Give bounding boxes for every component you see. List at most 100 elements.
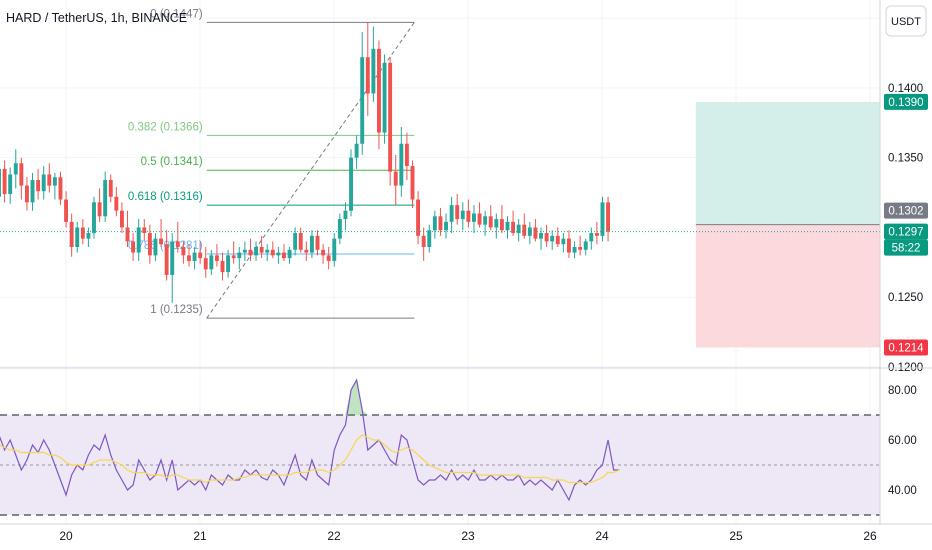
candle-up: [309, 235, 314, 253]
candle-down: [203, 258, 208, 270]
candle-down: [159, 238, 164, 245]
rsi-line: [0, 378, 620, 502]
candle-up: [293, 233, 298, 250]
price-badge: [884, 202, 928, 219]
candle-up: [432, 216, 437, 231]
candle-up: [92, 202, 96, 234]
loss-zone: [695, 224, 880, 348]
candle-up: [444, 221, 448, 231]
candle-up: [287, 249, 292, 259]
x-tick-label: 25: [729, 529, 743, 543]
candle-up: [472, 213, 476, 222]
candle-up: [343, 210, 348, 220]
candle-down: [499, 219, 504, 231]
candle-up: [382, 62, 387, 133]
candle-down: [416, 199, 421, 236]
candle-up: [192, 252, 197, 261]
candle-up: [237, 252, 242, 259]
candle-down: [298, 233, 303, 250]
candle-up: [8, 174, 13, 194]
candle-up: [0, 168, 1, 197]
candle-up: [332, 238, 337, 261]
candle-down: [147, 233, 152, 256]
candle-down: [80, 227, 85, 239]
candle-down: [594, 233, 599, 236]
candle-down: [438, 216, 443, 231]
candle-down: [2, 168, 7, 194]
rsi-tick-label: 40.00: [888, 485, 917, 497]
candle-down: [304, 249, 309, 253]
candle-up: [449, 205, 454, 222]
candle-down: [606, 202, 611, 232]
price-badge-label: 0.1297: [888, 227, 923, 239]
y-tick-label: 0.1400: [888, 83, 923, 95]
candle-down: [36, 180, 41, 192]
candle-down: [131, 241, 136, 253]
candle-up: [505, 221, 510, 231]
candle-down: [466, 210, 471, 222]
candle-up: [136, 227, 141, 253]
rsi-tick-label: 60.00: [888, 435, 917, 447]
candle-up: [427, 230, 432, 247]
candle-up: [226, 255, 231, 273]
candle-down: [522, 224, 527, 236]
candle-up: [550, 235, 555, 242]
candle-down: [578, 246, 583, 250]
candle-down: [533, 227, 538, 239]
candle-up: [589, 233, 594, 242]
price-badge: [884, 223, 928, 240]
candle-down: [119, 210, 124, 228]
candle-up: [13, 163, 18, 175]
price-badge-label: 0.1214: [888, 342, 924, 354]
profit-zone: [695, 101, 880, 225]
currency-button[interactable]: USDT: [885, 5, 927, 37]
candle-up: [527, 227, 532, 236]
candle-up: [349, 157, 353, 211]
position-zones: [695, 101, 880, 348]
candle-up: [265, 249, 270, 253]
candle-up: [460, 210, 465, 220]
price-badge-label: 0.1390: [888, 97, 923, 109]
candle-down: [393, 171, 398, 186]
candle-up: [583, 241, 588, 250]
candle-down: [321, 249, 326, 256]
candle-up: [86, 233, 91, 239]
candle-down: [214, 255, 219, 261]
candle-up: [337, 219, 342, 239]
candle-down: [421, 235, 426, 247]
candle-down: [19, 163, 24, 186]
candle-up: [242, 249, 247, 253]
candle-down: [388, 62, 393, 172]
x-tick-label: 21: [193, 529, 207, 543]
price-badge-label: 58:22: [892, 243, 921, 255]
fib-level-label: 0 (0.1447): [150, 8, 203, 20]
candle-up: [153, 238, 158, 256]
candle-down: [248, 249, 253, 256]
candle-down: [270, 249, 275, 256]
candle-down: [477, 213, 482, 225]
candle-up: [30, 180, 35, 203]
candle-down: [125, 227, 130, 242]
candle-down: [365, 57, 370, 94]
candle-down: [282, 252, 286, 259]
candle-up: [103, 180, 108, 217]
candle-down: [220, 260, 225, 273]
fib-level-label: 0.5 (0.1341): [141, 156, 203, 168]
currency-button-label: USDT: [891, 16, 921, 28]
candle-up: [209, 255, 214, 270]
candle-down: [231, 255, 236, 259]
chart-title: HARD / TetherUS, 1h, BINANCE: [6, 11, 187, 25]
x-tick-label: 24: [595, 529, 609, 543]
candlesticks: [0, 22, 880, 303]
x-tick-label: 22: [327, 529, 341, 543]
candle-up: [561, 238, 566, 245]
candle-up: [276, 252, 281, 256]
candle-down: [555, 235, 560, 245]
candle-up: [483, 216, 488, 225]
candle-down: [377, 48, 381, 133]
candle-up: [539, 233, 543, 239]
candle-down: [64, 199, 69, 222]
candle-down: [544, 233, 549, 242]
candle-down: [97, 202, 102, 217]
